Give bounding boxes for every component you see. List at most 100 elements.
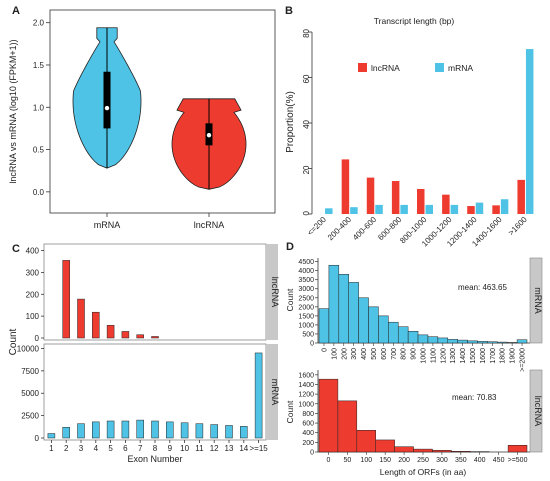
y-tick-label: 0: [302, 210, 311, 215]
y-tick-label: 0: [35, 434, 40, 443]
y-tick-label: 1400: [298, 382, 314, 389]
y-tick-label: 10000: [17, 344, 40, 353]
bar-lncrna: [417, 188, 425, 214]
bar-mrna: [92, 421, 100, 439]
bar-mrna: [450, 204, 459, 214]
iqr-box: [103, 71, 111, 129]
y-tick-label: 500: [302, 331, 314, 338]
y-tick-label: 600: [302, 421, 314, 428]
x-tick-label: 200-400: [326, 215, 354, 243]
x-tick-label: 2: [64, 444, 69, 453]
y-tick-label: 400: [26, 247, 40, 256]
bar-lncrna: [151, 336, 159, 339]
y-axis-title: Count: [8, 328, 19, 355]
y-axis-title: Count: [285, 288, 295, 311]
x-tick-label: <=200: [306, 215, 329, 238]
y-tick-label: 2000: [298, 304, 314, 311]
x-tick-label: 100: [360, 457, 372, 464]
x-tick-label: 900: [411, 348, 418, 360]
mean-annotation: mean: 463.65: [458, 283, 507, 292]
y-tick-label: 40: [302, 119, 311, 128]
bar-mrna: [62, 427, 70, 439]
bar-lncrna: [391, 181, 400, 214]
x-tick-label: 1400: [460, 348, 467, 364]
y-tick-label: 1.0: [33, 103, 45, 112]
bar-lncrna: [492, 205, 500, 214]
bar-mrna: [338, 274, 349, 344]
bar-lncrna: [467, 206, 475, 214]
y-tick-label: 200: [26, 290, 40, 299]
y-tick-label: 7500: [21, 367, 39, 376]
bar-mrna: [358, 297, 369, 344]
y-tick-label: 1000: [298, 401, 314, 408]
x-tick-label: 1200: [440, 348, 447, 364]
y-tick-label: 60: [302, 74, 311, 83]
x-tick-label: mRNA: [94, 220, 121, 230]
x-tick-label: 600: [381, 348, 388, 360]
facet-strip: [529, 369, 543, 453]
y-tick-label: 0: [35, 334, 40, 343]
panel-letter-a: A: [12, 5, 20, 17]
bar-lncrna: [77, 298, 85, 339]
bar-lncrna: [432, 450, 452, 453]
bar-mrna: [348, 282, 359, 344]
bar-lncrna: [507, 444, 528, 453]
x-tick-label: 8: [153, 444, 158, 453]
bar-lncrna: [517, 179, 525, 214]
bar-mrna: [350, 207, 358, 214]
x-tick-label: 1: [49, 444, 54, 453]
x-tick-label: 0: [327, 457, 331, 464]
bar-lncrna: [451, 451, 471, 453]
x-tick-label: 5: [108, 444, 113, 453]
y-tick-label: 4500: [298, 259, 314, 266]
legend-swatch-lncrna: [358, 63, 367, 72]
x-tick-label: >=2000: [520, 348, 527, 372]
bar-mrna: [375, 204, 383, 214]
bar-mrna: [457, 339, 468, 344]
y-tick-label: 4000: [298, 268, 314, 275]
y-tick-label: 3500: [298, 277, 314, 284]
x-tick-label: 250: [417, 457, 429, 464]
facet-strip-label: mRNA: [533, 287, 543, 314]
x-tick-label: 150: [379, 457, 391, 464]
bar-lncrna: [394, 446, 414, 453]
bar-mrna: [467, 340, 478, 344]
y-tick-label: 400: [302, 430, 314, 437]
y-tick-label: 5000: [21, 389, 39, 398]
bar-lncrna: [121, 331, 130, 339]
x-axis-title: Length of ORFs (in aa): [380, 467, 467, 477]
bar-lncrna: [337, 400, 358, 453]
y-tick-label: 100: [26, 312, 40, 321]
bar-lncrna: [442, 194, 450, 214]
bar-mrna: [475, 202, 484, 214]
y-tick-label: 20: [302, 165, 311, 174]
facet-strip-label: lncRNA: [533, 396, 543, 427]
x-tick-label: 350: [455, 457, 467, 464]
bar-mrna: [487, 341, 498, 344]
x-tick-label: 0: [321, 348, 328, 352]
bar-mrna: [506, 342, 518, 344]
x-tick-label: 10: [180, 444, 189, 453]
bar-mrna: [388, 321, 399, 344]
legend-label-mrna: mRNA: [448, 63, 473, 73]
x-tick-label: 6: [123, 444, 128, 453]
bar-mrna: [368, 306, 379, 344]
x-tick-label: 1500: [470, 348, 477, 364]
bar-lncrna: [106, 325, 115, 339]
bar-mrna: [516, 339, 528, 344]
bar-lncrna: [92, 311, 100, 339]
x-tick-label: 200: [341, 348, 348, 360]
bar-lncrna: [318, 378, 339, 453]
x-tick-label: 12: [210, 444, 219, 453]
y-tick-label: 80: [302, 28, 311, 37]
y-tick-label: 0.0: [33, 188, 45, 197]
y-tick-label: 300: [26, 268, 40, 277]
x-tick-label: 9: [168, 444, 173, 453]
mean-annotation: mean: 70.83: [452, 393, 497, 402]
bar-mrna: [254, 352, 263, 439]
panel-letter-c: C: [12, 243, 20, 255]
y-tick-label: 0.5: [33, 146, 45, 155]
bar-mrna: [500, 199, 509, 214]
bar-mrna: [497, 341, 508, 344]
